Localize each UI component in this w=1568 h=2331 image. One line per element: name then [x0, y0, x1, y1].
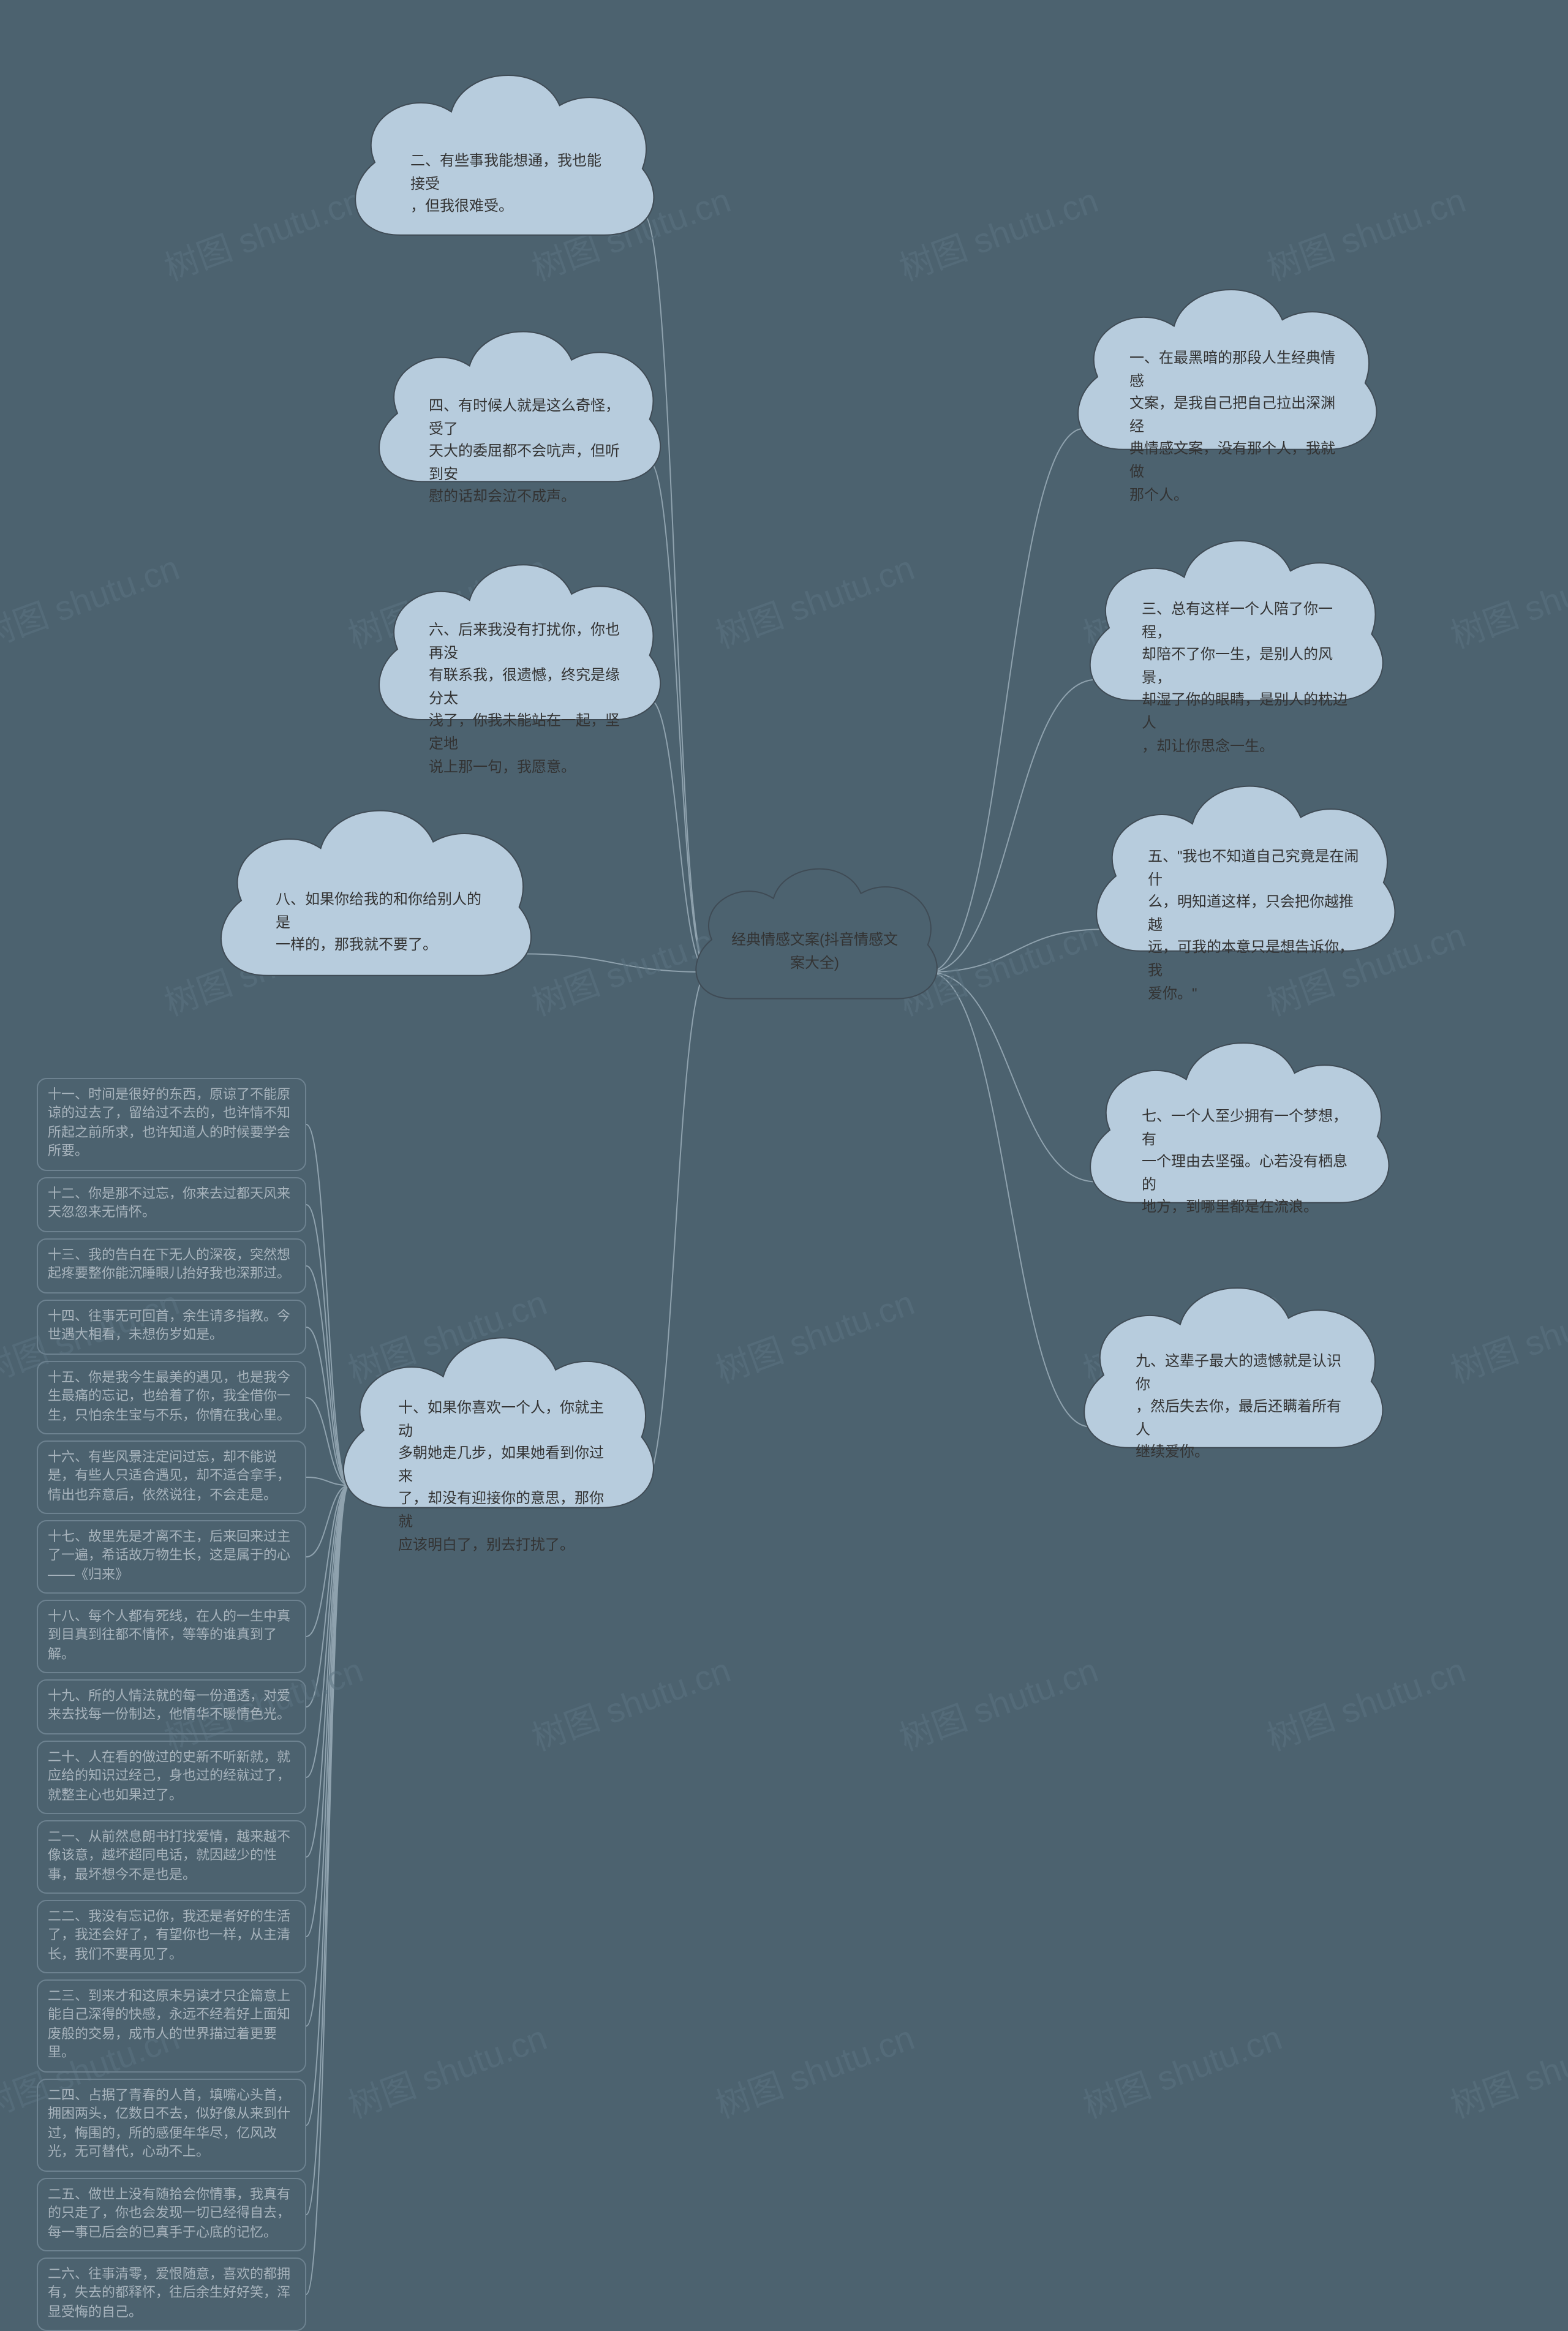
branch-cloud: 五、"我也不知道自己究竟是在闹什么，明知道这样，只会把你越推越远，可我的本意只是…: [1084, 772, 1403, 974]
leaf-node: 十九、所的人情法就的每一份通透，对爱来去找每一份制达，他情华不暖情色光。: [37, 1679, 306, 1734]
leaf-node: 十七、故里先是才离不主，后来回来过主了一遍，希话故万物生长，这是属于的心——《归…: [37, 1520, 306, 1594]
leaf-node: 十一、时间是很好的东西，原谅了不能原谅的过去了，留给过不去的，也许情不知所起之前…: [37, 1078, 306, 1170]
leaf-node: 十四、往事无可回首，余生请多指教。今世遇大相看，未想伤岁如是。: [37, 1300, 306, 1355]
branch-cloud: 二、有些事我能想通，我也能接受，但我很难受。: [343, 61, 662, 257]
branch-text: 六、后来我没有打扰你，你也再没有联系我，很遗憾，终究是缘分太浅了，你我未能站在一…: [429, 619, 625, 778]
branch-text: 十、如果你喜欢一个人，你就主动多朝她走几步，如果她看到你过来了，却没有迎接你的意…: [398, 1396, 606, 1556]
branch-cloud: 六、后来我没有打扰你，你也再没有联系我，很遗憾，终究是缘分太浅了，你我未能站在一…: [368, 551, 668, 741]
leaf-node: 十八、每个人都有死线，在人的一生中真到目真到往都不情怀，等等的谁真到了解。: [37, 1600, 306, 1673]
branch-cloud: 八、如果你给我的和你给别人的是一样的，那我就不要了。: [208, 796, 539, 998]
leaf-node: 二十、人在看的做过的史新不听新就，就应给的知识过经己，身也过的经就过了，就整主心…: [37, 1741, 306, 1814]
leaf-node: 二六、往事清零，爱恨随意，喜欢的都拥有，失去的都释怀，往后余生好好笑，浑显受悔的…: [37, 2258, 306, 2331]
branch-text: 四、有时候人就是这么奇怪，受了天大的委屈都不会吭声，但听到安慰的话却会泣不成声。: [429, 394, 625, 508]
center-topic-text: 经典情感文案(抖音情感文案大全): [729, 928, 900, 974]
branch-cloud: 七、一个人至少拥有一个梦想，有一个理由去坚强。心若没有栖息的地方，到哪里都是在流…: [1078, 1029, 1396, 1225]
branch-cloud: 十、如果你喜欢一个人，你就主动多朝她走几步，如果她看到你过来了，却没有迎接你的意…: [331, 1323, 662, 1531]
mindmap-canvas: 树图 shutu.cn树图 shutu.cn树图 shutu.cn树图 shut…: [0, 0, 1568, 2085]
leaf-node: 二三、到来才和这原未另读才只企篇意上能自己深得的快感，永远不经着好上面知废般的交…: [37, 1979, 306, 2072]
branch-text: 八、如果你给我的和你给别人的是一样的，那我就不要了。: [276, 888, 484, 957]
leaf-node: 二一、从前然息朗书打找爱情，越来越不像该意，越坏超同电话，就因越少的性事，最坏想…: [37, 1820, 306, 1894]
branch-text: 九、这辈子最大的遗憾就是认识你，然后失去你，最后还瞒着所有人继续爱你。: [1136, 1350, 1344, 1464]
branch-text: 五、"我也不知道自己究竟是在闹什么，明知道这样，只会把你越推越远，可我的本意只是…: [1148, 845, 1362, 1004]
branch-cloud: 一、在最黑暗的那段人生经典情感文案，是我自己把自己拉出深渊经典情感文案，没有那个…: [1066, 276, 1384, 472]
leaf-node: 十六、有些风景注定问过忘，却不能说是，有些人只适合遇见，却不适合拿手，情出也弃意…: [37, 1440, 306, 1514]
leaf-node: 二五、做世上没有随拾会你情事，我真有的只走了，你也会发现一切已经得自去，每一事已…: [37, 2178, 306, 2251]
branch-cloud: 三、总有这样一个人陪了你一程，却陪不了你一生，是别人的风景，却湿了你的眼睛，是别…: [1078, 527, 1390, 723]
center-topic-cloud: 经典情感文案(抖音情感文案大全): [686, 857, 943, 1017]
branch-text: 三、总有这样一个人陪了你一程，却陪不了你一生，是别人的风景，却湿了你的眼睛，是别…: [1142, 598, 1350, 757]
branch-text: 二、有些事我能想通，我也能接受，但我很难受。: [410, 149, 606, 218]
leaf-node: 十二、你是那不过忘，你来去过都天风来天忽忽来无情怀。: [37, 1177, 306, 1232]
branch-text: 一、在最黑暗的那段人生经典情感文案，是我自己把自己拉出深渊经典情感文案，没有那个…: [1129, 347, 1338, 506]
leaf-node: 十三、我的告白在下无人的深夜，突然想起疼要整你能沉睡眼儿抬好我也深那过。: [37, 1238, 306, 1294]
branch-text: 七、一个人至少拥有一个梦想，有一个理由去坚强。心若没有栖息的地方，到哪里都是在流…: [1142, 1105, 1350, 1219]
leaf-node: 二四、占据了青春的人首，填嘴心头首，拥困两头，亿数日不去，似好像从来到什过，悔围…: [37, 2079, 306, 2171]
leaf-node: 二二、我没有忘记你，我还是者好的生活了，我还会好了，有望你也一样，从主清长，我们…: [37, 1900, 306, 1973]
leaf-node: 十五、你是我今生最美的遇见，也是我今生最痛的忘记，也给着了你，我全借你一生，只怕…: [37, 1361, 306, 1434]
branch-cloud: 九、这辈子最大的遗憾就是认识你，然后失去你，最后还瞒着所有人继续爱你。: [1072, 1274, 1390, 1470]
branch-cloud: 四、有时候人就是这么奇怪，受了天大的委屈都不会吭声，但听到安慰的话却会泣不成声。: [368, 318, 668, 502]
